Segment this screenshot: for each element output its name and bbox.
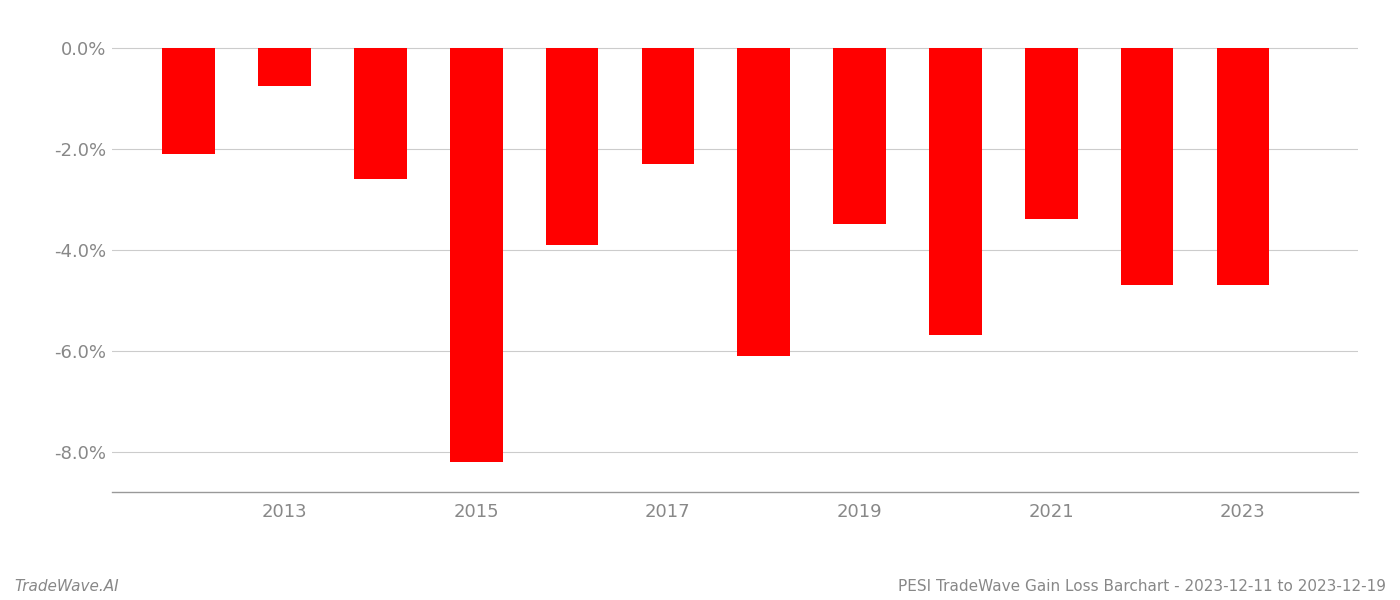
- Bar: [449, 47, 503, 462]
- Bar: [833, 47, 886, 224]
- Bar: [1217, 47, 1270, 285]
- Bar: [1025, 47, 1078, 220]
- Bar: [546, 47, 598, 245]
- Text: TradeWave.AI: TradeWave.AI: [14, 579, 119, 594]
- Bar: [930, 47, 981, 335]
- Bar: [641, 47, 694, 164]
- Text: PESI TradeWave Gain Loss Barchart - 2023-12-11 to 2023-12-19: PESI TradeWave Gain Loss Barchart - 2023…: [897, 579, 1386, 594]
- Bar: [1121, 47, 1173, 285]
- Bar: [258, 47, 311, 86]
- Bar: [354, 47, 407, 179]
- Bar: [738, 47, 790, 356]
- Bar: [162, 47, 216, 154]
